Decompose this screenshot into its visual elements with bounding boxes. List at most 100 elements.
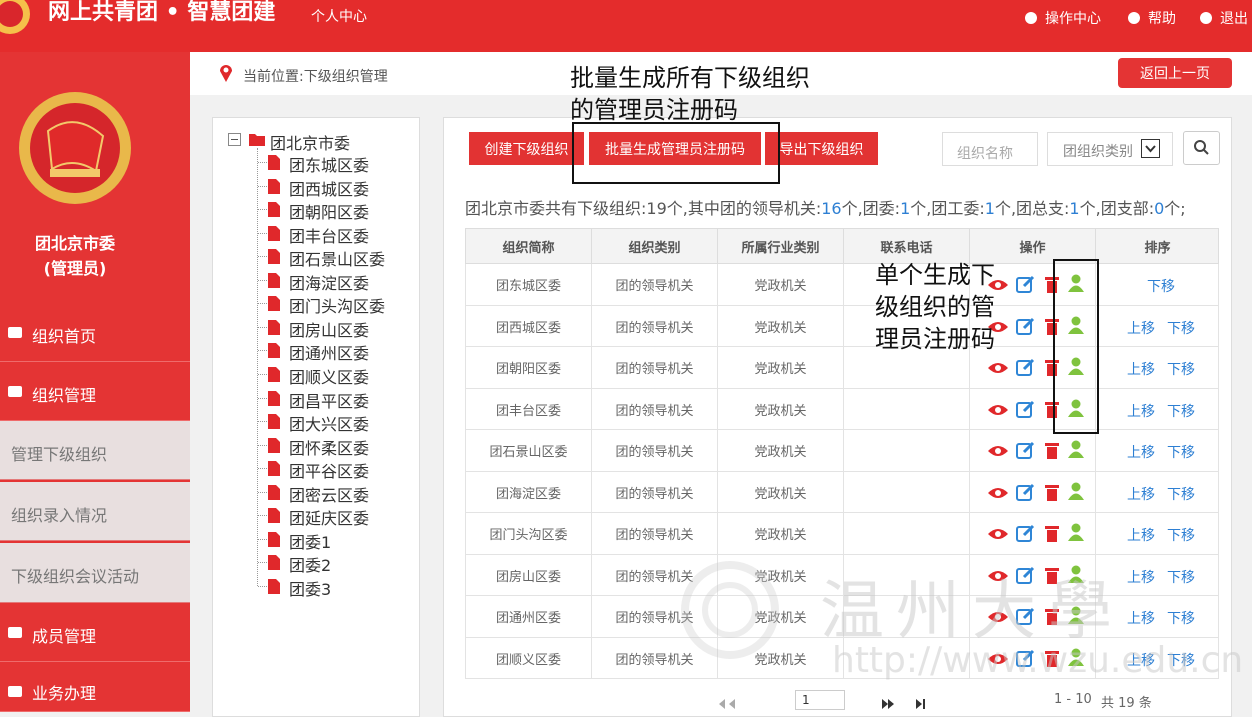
delete-icon[interactable] [1044,317,1060,335]
menu-label[interactable]: 成员管理 [32,627,97,646]
tree-node[interactable]: 团通州区委 [289,344,370,364]
view-icon[interactable] [987,526,1009,540]
sort-link[interactable]: 下移 [1167,569,1195,586]
sort-link[interactable]: 下移 [1167,362,1195,378]
edit-icon[interactable] [1016,358,1036,376]
menu-item[interactable]: 成员管理 [0,603,190,662]
sort-link[interactable]: 上移 [1127,362,1155,378]
menu-label[interactable]: 组织首页 [32,327,97,346]
menu-label[interactable]: 管理下级组织 [11,445,108,464]
tree-node[interactable]: 团委1 [289,532,332,552]
tree-node[interactable]: 团海淀区委 [289,273,370,293]
menu-item[interactable]: 管理下级组织 [0,421,190,480]
sort-link[interactable]: 上移 [1127,569,1155,586]
tree-node[interactable]: 团委2 [289,556,332,576]
header-link[interactable]: 帮助 [1148,11,1176,27]
menu-label[interactable]: 组织录入情况 [11,506,108,525]
edit-icon[interactable] [1016,524,1036,542]
sort-link[interactable]: 下移 [1147,279,1175,295]
sort-link[interactable]: 下移 [1167,320,1195,337]
delete-icon[interactable] [1044,275,1060,293]
menu-item[interactable]: 组织录入情况 [0,482,190,541]
view-icon[interactable] [987,568,1009,582]
search-button[interactable] [1183,131,1220,165]
page-next[interactable] [878,696,928,710]
tree-node[interactable]: 团怀柔区委 [289,438,370,458]
delete-icon[interactable] [1044,441,1060,459]
toolbar-button[interactable]: 创建下级组织 [469,132,584,165]
edit-icon[interactable] [1016,317,1036,335]
view-icon[interactable] [987,277,1009,291]
tree-node[interactable]: 团委3 [289,579,332,599]
sort-link[interactable]: 上移 [1127,652,1155,669]
view-icon[interactable] [987,485,1009,499]
page-first[interactable] [713,696,753,710]
search-input[interactable]: 组织名称 [942,132,1038,166]
sort-link[interactable]: 下移 [1167,403,1195,420]
menu-item[interactable]: 组织管理 [0,362,190,421]
menu-label[interactable]: 下级组织会议活动 [11,567,140,586]
tree-node[interactable]: 团延庆区委 [289,509,370,529]
view-icon[interactable] [987,402,1009,416]
sort-link[interactable]: 下移 [1167,611,1195,627]
menu-item[interactable]: 业务办理 [0,662,190,712]
edit-icon[interactable] [1016,400,1036,418]
register-code-icon[interactable] [1067,398,1085,418]
edit-icon[interactable] [1016,649,1036,667]
edit-icon[interactable] [1016,566,1036,584]
tree-node[interactable]: 团顺义区委 [289,367,370,387]
tree-node[interactable]: 团密云区委 [289,485,370,505]
edit-icon[interactable] [1016,483,1036,501]
delete-icon[interactable] [1044,566,1060,584]
menu-label[interactable]: 组织管理 [32,386,97,405]
header-link[interactable]: 退出 [1220,11,1248,27]
sort-link[interactable]: 下移 [1167,528,1195,544]
register-code-icon[interactable] [1067,439,1085,459]
tree-node[interactable]: 团东城区委 [289,156,370,175]
view-icon[interactable] [987,443,1009,457]
sort-link[interactable]: 上移 [1127,445,1155,461]
sort-link[interactable]: 下移 [1167,652,1195,669]
toolbar-button[interactable]: 批量生成管理员注册码 [589,132,761,165]
tree-node[interactable]: 团平谷区委 [289,462,370,482]
toolbar-button[interactable]: 导出下级组织 [765,132,878,165]
sort-link[interactable]: 下移 [1167,486,1195,503]
register-code-icon[interactable] [1067,522,1085,542]
delete-icon[interactable] [1044,607,1060,625]
register-code-icon[interactable] [1067,481,1085,501]
tree-node[interactable]: 团房山区委 [289,320,370,340]
register-code-icon[interactable] [1067,605,1085,625]
sort-link[interactable]: 上移 [1127,528,1155,544]
tree-node[interactable]: 团大兴区委 [289,415,370,435]
tree-node[interactable]: 团昌平区委 [289,391,370,411]
header-link[interactable]: 操作中心 [1045,11,1101,27]
register-code-icon[interactable] [1067,564,1085,584]
view-icon[interactable] [987,609,1009,623]
tree-node[interactable]: 团朝阳区委 [289,203,370,223]
category-select[interactable]: 团组织类别 [1047,132,1173,166]
personal-center[interactable]: 个人中心 [311,9,367,25]
sort-link[interactable]: 下移 [1167,445,1195,461]
view-icon[interactable] [987,360,1009,374]
edit-icon[interactable] [1016,441,1036,459]
tree-node[interactable]: 团西城区委 [289,179,370,199]
view-icon[interactable] [987,319,1009,333]
edit-icon[interactable] [1016,275,1036,293]
sort-link[interactable]: 上移 [1127,403,1155,420]
delete-icon[interactable] [1044,649,1060,667]
delete-icon[interactable] [1044,524,1060,542]
view-icon[interactable] [987,651,1009,665]
register-code-icon[interactable] [1067,315,1085,335]
menu-item[interactable]: 下级组织会议活动 [0,543,190,603]
delete-icon[interactable] [1044,358,1060,376]
menu-label[interactable]: 业务办理 [32,684,97,703]
tree-node[interactable]: 团石景山区委 [289,250,386,270]
page-input[interactable]: 1 [795,690,845,710]
sort-link[interactable]: 上移 [1127,611,1155,627]
register-code-icon[interactable] [1067,647,1085,667]
edit-icon[interactable] [1016,607,1036,625]
tree-node[interactable]: 团门头沟区委 [289,297,386,317]
back-button[interactable]: 返回上一页 [1118,58,1232,88]
sort-link[interactable]: 上移 [1127,486,1155,503]
register-code-icon[interactable] [1067,356,1085,376]
